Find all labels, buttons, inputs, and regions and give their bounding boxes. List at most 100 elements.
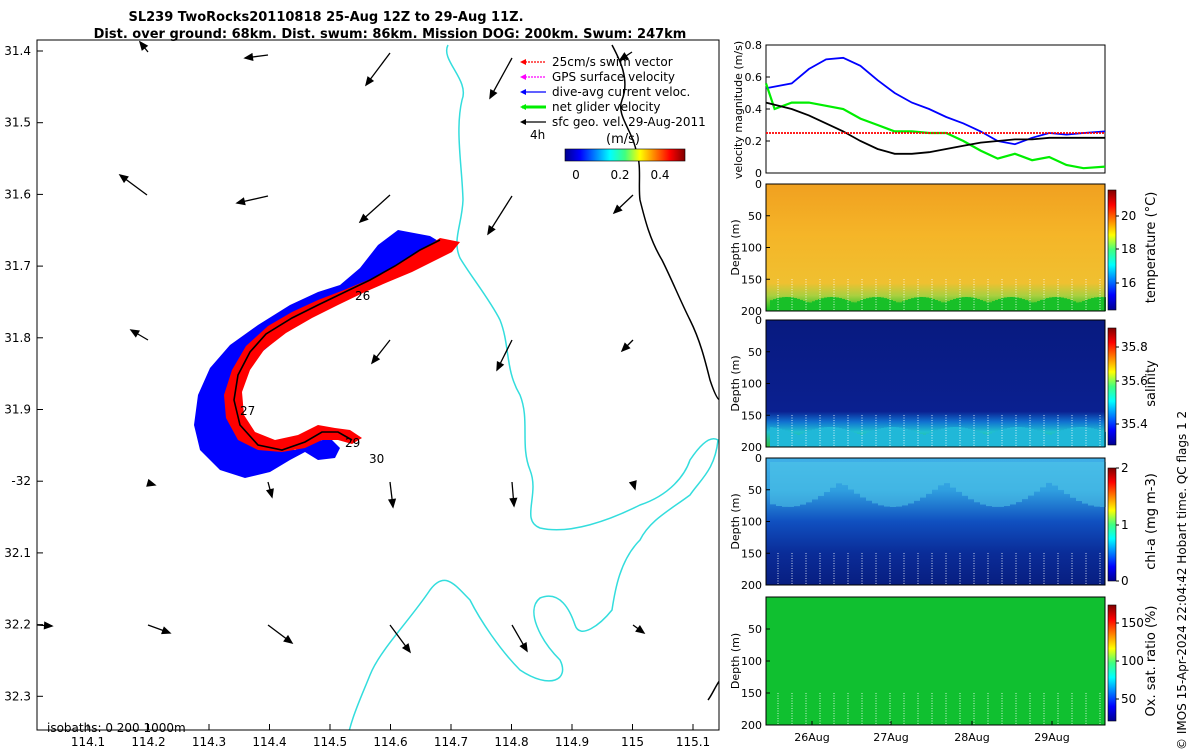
section-x-tick: 29Aug bbox=[1034, 731, 1069, 744]
temp-bottom-cell bbox=[1082, 300, 1085, 311]
temp-bottom-cell bbox=[854, 302, 857, 311]
sal-bottom-cell bbox=[773, 427, 776, 447]
sal-bottom-cell bbox=[1028, 428, 1031, 447]
map-y-tick: 31.4 bbox=[4, 44, 31, 58]
chla-patch bbox=[1022, 462, 1028, 500]
temp-bottom-cell bbox=[920, 297, 923, 311]
sal-bottom-cell bbox=[770, 427, 773, 447]
velocity-arrow bbox=[401, 643, 411, 654]
speed-colorbar bbox=[564, 148, 686, 162]
sal-bottom-cell bbox=[959, 427, 962, 447]
velocity-y-axis: 0.8 0.6 0.4 0.2 0 bbox=[745, 39, 770, 180]
velocity-arrow bbox=[496, 360, 505, 372]
temp-bottom-cell bbox=[776, 298, 779, 311]
sal-bottom-cell bbox=[1058, 431, 1061, 447]
sal-bottom-cell bbox=[860, 434, 863, 447]
sal-bottom-cell bbox=[899, 427, 902, 447]
temp-bottom-cell bbox=[944, 302, 947, 311]
temp-bottom-cell bbox=[812, 301, 815, 311]
velocity-y-tick: 0.8 bbox=[745, 39, 763, 52]
chla-patch bbox=[1088, 462, 1094, 506]
sal-bottom-cell bbox=[839, 428, 842, 447]
temp-bottom-cell bbox=[1007, 297, 1010, 311]
temp-bottom-cell bbox=[1064, 298, 1067, 311]
sal-bottom-cell bbox=[869, 431, 872, 447]
sal-bottom-cell bbox=[905, 428, 908, 447]
velocity-arrow bbox=[243, 52, 254, 62]
velocity-arrow bbox=[364, 76, 375, 87]
temp-bottom-cell bbox=[1040, 299, 1043, 311]
temp-bottom-cell bbox=[821, 298, 824, 311]
sal-bottom-cell bbox=[836, 427, 839, 447]
depth-tick: 200 bbox=[741, 441, 762, 454]
temp-bottom-cell bbox=[1022, 299, 1025, 311]
temp-bottom-cell bbox=[773, 299, 776, 311]
sal-bottom-cell bbox=[923, 434, 926, 447]
section-x-axis: 26Aug 27Aug 28Aug 29Aug bbox=[794, 721, 1070, 744]
colorbar-tick: 50 bbox=[1121, 692, 1136, 706]
velocity-arrow bbox=[129, 329, 140, 338]
sal-bottom-cell bbox=[1016, 427, 1019, 447]
sal-bottom-cell bbox=[938, 429, 941, 447]
sal-bottom-cell bbox=[794, 433, 797, 447]
temp-bottom-cell bbox=[962, 297, 965, 311]
chla-patch bbox=[1094, 462, 1100, 507]
temp-bottom-cell bbox=[1094, 297, 1097, 311]
depth-tick: 50 bbox=[748, 623, 762, 636]
velocity-arrow bbox=[489, 89, 498, 100]
isobath-1000m-south bbox=[707, 680, 719, 701]
temp-bottom-cell bbox=[788, 297, 791, 311]
temp-bottom-cell bbox=[959, 297, 962, 311]
sal-bottom-cell bbox=[800, 433, 803, 447]
sal-bottom-cell bbox=[929, 432, 932, 447]
sal-bottom-cell bbox=[971, 429, 974, 447]
chla-patch bbox=[950, 462, 956, 488]
temp-bottom-cell bbox=[893, 301, 896, 311]
depth-tick: 150 bbox=[741, 547, 762, 560]
sal-bottom-cell bbox=[881, 427, 884, 447]
map-x-tick: 115.1 bbox=[676, 735, 710, 749]
chla-patch bbox=[1004, 462, 1010, 507]
chla-patch bbox=[926, 462, 932, 494]
sal-bottom-cell bbox=[968, 428, 971, 447]
temp-bottom-cell bbox=[923, 297, 926, 311]
colorbar-tick: 35.4 bbox=[1121, 417, 1148, 431]
temp-bottom-cell bbox=[869, 297, 872, 311]
velocity-arrow bbox=[487, 225, 496, 236]
temp-bottom-cell bbox=[827, 297, 830, 311]
sal-bottom-cell bbox=[980, 432, 983, 447]
temp-bottom-cell bbox=[911, 298, 914, 311]
map-y-axis: 31.4 31.5 31.6 31.7 31.8 31.9 -32 32.1 32.2 32.3 bbox=[4, 44, 43, 703]
depth-tick: 50 bbox=[748, 210, 762, 223]
colorbar-tick-0: 0 bbox=[572, 168, 580, 182]
legend-label: 25cm/s swim vector bbox=[552, 55, 673, 69]
chla-patch bbox=[902, 462, 908, 506]
section-x-tick: 26Aug bbox=[794, 731, 829, 744]
sal-bottom-cell bbox=[941, 428, 944, 447]
depth-tick: 50 bbox=[748, 484, 762, 497]
sal-bottom-cell bbox=[995, 431, 998, 447]
velocity-arrow bbox=[265, 488, 274, 499]
surface-velocity-arrows bbox=[37, 40, 646, 654]
colorbar-tick: 1 bbox=[1121, 518, 1129, 532]
sal-bottom-cell bbox=[1034, 429, 1037, 447]
depth-tick: 100 bbox=[741, 516, 762, 529]
temp-bottom-cell bbox=[890, 299, 893, 311]
chla-patch bbox=[998, 462, 1004, 507]
chla-patch bbox=[968, 462, 974, 500]
temp-bottom-cell bbox=[1016, 297, 1019, 311]
temp-bottom-cell bbox=[965, 297, 968, 311]
colorbar-tick: 18 bbox=[1121, 242, 1136, 256]
velocity-y-tick: 0.2 bbox=[745, 135, 763, 148]
sal-bottom-cell bbox=[1040, 431, 1043, 447]
sal-bottom-cell bbox=[1052, 433, 1055, 447]
chla-patch bbox=[770, 462, 776, 505]
legend-arrowhead bbox=[520, 119, 526, 125]
temp-bottom-cell bbox=[881, 297, 884, 311]
temp-bottom-cell bbox=[809, 302, 812, 311]
legend-arrowhead bbox=[520, 104, 526, 110]
temp-bottom-cell bbox=[1049, 297, 1052, 311]
velocity-arrow bbox=[620, 342, 631, 353]
legend-arrowhead bbox=[520, 59, 526, 65]
chla-patch bbox=[1064, 462, 1070, 495]
